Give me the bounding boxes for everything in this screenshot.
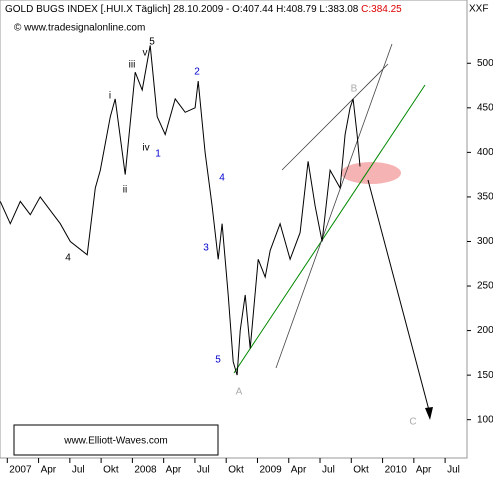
wave-label: B — [351, 84, 358, 95]
corner-label: XXF — [469, 4, 488, 15]
source: © www.tradesignalonline.com — [14, 23, 145, 34]
x-tick-label: 2010 — [385, 465, 408, 476]
price-line — [0, 45, 361, 376]
y-tick-label: 200 — [477, 325, 493, 336]
y-tick-label: 250 — [477, 281, 493, 292]
y-tick-label: 350 — [477, 192, 493, 203]
title: GOLD BUGS INDEX [.HUI.X Täglich] 28.10.2… — [5, 4, 402, 15]
plot-frame — [0, 0, 468, 459]
subtitle-text: Täglich] 28.10.2009 - O:407.44 H:408.79 … — [135, 4, 358, 15]
trend-line — [233, 84, 426, 374]
watermark-box — [13, 424, 219, 456]
wave-label: 4 — [219, 173, 225, 184]
wave-label: 5 — [149, 37, 155, 48]
wave-label: 4 — [65, 253, 71, 264]
wave-label: v — [143, 48, 148, 59]
wave-label: i — [109, 91, 111, 102]
x-tick-label: Jul — [322, 465, 335, 476]
x-tick-label: Jul — [72, 465, 85, 476]
target-zone — [341, 162, 401, 184]
x-tick-label: Okt — [228, 465, 244, 476]
y-tick-label: 100 — [477, 414, 493, 425]
x-tick-label: 2009 — [259, 465, 282, 476]
wave-label: 2 — [194, 67, 200, 78]
y-tick-label: 150 — [477, 370, 493, 381]
y-tick-label: 500 — [477, 58, 493, 69]
wave-label: iii — [129, 60, 136, 71]
wave-label: ii — [123, 185, 127, 196]
arrow-head — [425, 407, 433, 420]
wave-label: iv — [142, 143, 149, 154]
y-tick-label: 300 — [477, 236, 493, 247]
wave-label: 1 — [155, 149, 161, 160]
x-tick-label: Apr — [166, 465, 182, 476]
y-tick-label: 400 — [477, 147, 493, 158]
wave-label: 5 — [215, 355, 221, 366]
wave-label: 3 — [203, 243, 209, 254]
x-tick-label: Apr — [416, 465, 432, 476]
x-tick-label: 2008 — [134, 465, 157, 476]
x-tick-label: Apr — [41, 465, 57, 476]
trend-line — [281, 63, 389, 171]
x-tick-label: 2007 — [9, 465, 32, 476]
wave-label: C — [409, 417, 416, 428]
x-tick-label: Okt — [353, 465, 369, 476]
projection-arrow — [367, 179, 431, 415]
watermark: www.Elliott-Waves.com — [63, 436, 168, 447]
title-text: GOLD BUGS INDEX [.HUI.X — [5, 4, 133, 15]
wave-label: A — [236, 387, 243, 398]
y-tick-label: 450 — [477, 102, 493, 113]
x-tick-label: Jul — [447, 465, 460, 476]
close-label: C:384.25 — [361, 4, 402, 15]
trend-line — [275, 43, 393, 369]
x-tick-label: Apr — [291, 465, 307, 476]
x-tick-label: Okt — [103, 465, 119, 476]
x-tick-label: Jul — [197, 465, 210, 476]
